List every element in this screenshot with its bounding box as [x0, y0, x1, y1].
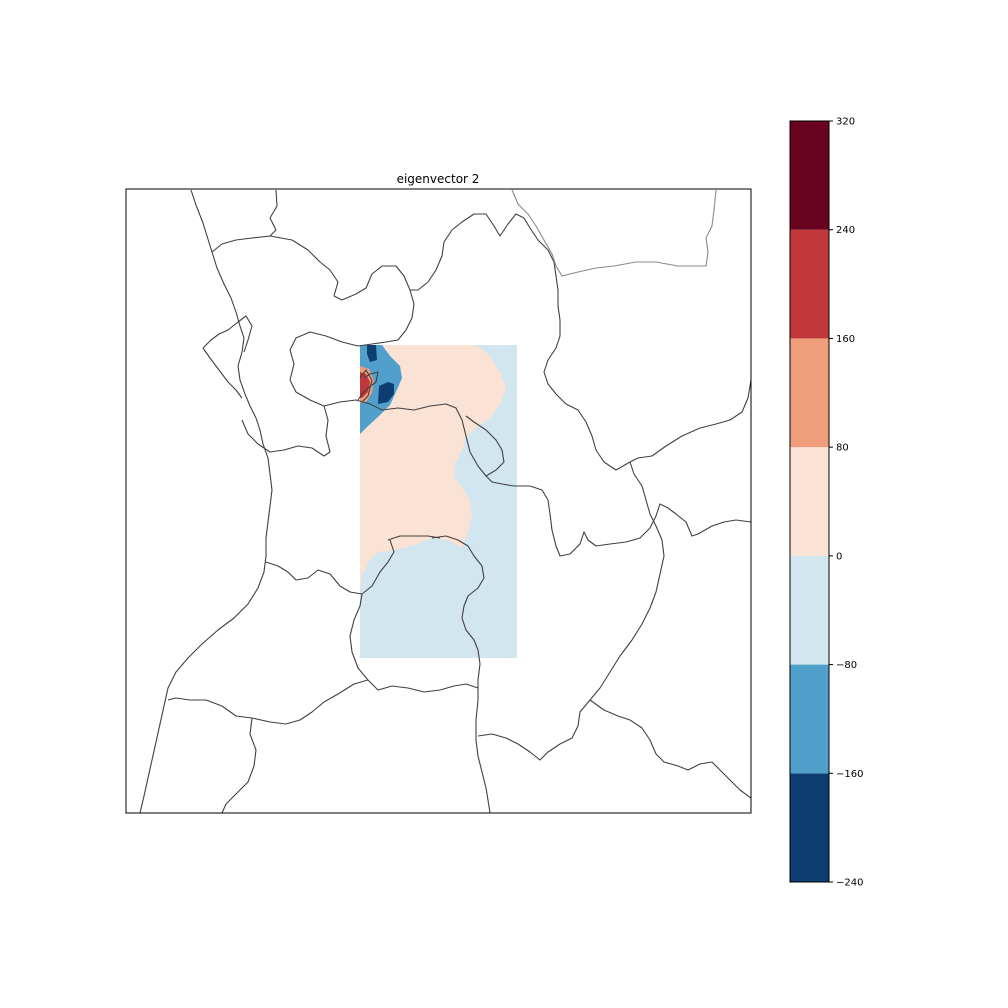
border-line [221, 717, 257, 813]
map-frame [125, 188, 752, 814]
colorbar-band [790, 121, 829, 230]
border-line [265, 539, 395, 595]
colorbar-bands [790, 121, 829, 882]
country-borders [139, 189, 751, 813]
contour-positive-0-80 [360, 345, 506, 590]
colorbar-band [790, 555, 829, 665]
contour-negative-160-240-b [378, 382, 394, 404]
border-line [431, 535, 491, 813]
border-line [349, 593, 479, 693]
colorbar-tick-label: 0 [836, 551, 842, 562]
border-line [167, 679, 369, 725]
border-line [465, 415, 505, 477]
border-line [359, 369, 373, 403]
colorbar-tick-label: 320 [836, 117, 855, 128]
colorbar-ticks: −240 −160 −80 0 80 160 240 320 [829, 117, 863, 889]
border-line [211, 235, 415, 341]
colorbar-band [790, 664, 829, 774]
chart-title: eigenvector 2 [397, 172, 480, 186]
colorbar: −240 −160 −80 0 80 160 240 320 [789, 117, 863, 889]
map-axes [139, 189, 751, 813]
colorbar-tick-label: −160 [836, 769, 863, 780]
contour-negative-160-240-a [367, 345, 377, 362]
colorbar-tick-label: −240 [836, 878, 863, 889]
border-line [357, 371, 379, 401]
colorbar-tick-label: 240 [836, 225, 855, 236]
border-line [387, 535, 441, 541]
border-line [202, 315, 253, 353]
border-line [269, 189, 278, 237]
border-line [410, 213, 631, 471]
border-line [323, 399, 751, 557]
colorbar-frame [789, 120, 830, 883]
colorbar-tick-label: −80 [836, 660, 857, 671]
contour-field [360, 345, 517, 658]
border-line [589, 699, 751, 799]
border-line [241, 331, 399, 457]
colorbar-tick-label: 160 [836, 334, 855, 345]
border-line [202, 347, 243, 399]
border-line-north [511, 189, 717, 277]
colorbar-band [790, 447, 829, 556]
colorbar-tick-label: 80 [836, 443, 849, 454]
colorbar-band [790, 773, 829, 882]
border-line [139, 189, 273, 813]
colorbar-band [790, 229, 829, 339]
colorbar-band [790, 338, 829, 448]
border-line [477, 379, 751, 761]
contour-positive-160-240 [360, 372, 370, 398]
